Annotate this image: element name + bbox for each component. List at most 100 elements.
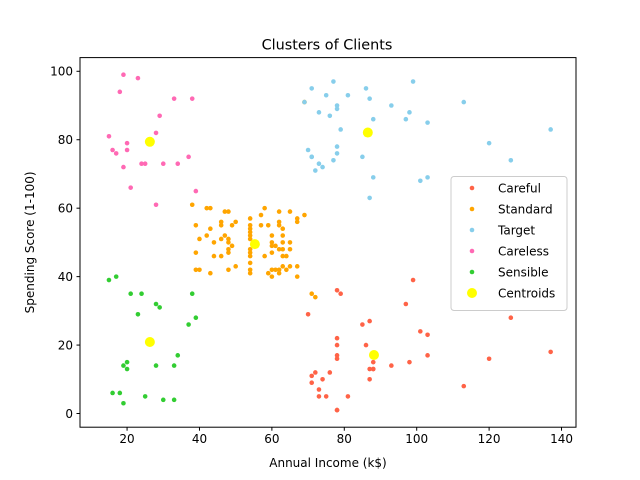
data-point: [128, 291, 133, 297]
data-point: [113, 274, 119, 279]
data-point: [193, 250, 199, 255]
data-point: [334, 103, 340, 108]
legend-label: Careful: [498, 181, 541, 195]
y-tick-label: 80: [58, 133, 73, 147]
data-point: [247, 236, 253, 242]
data-point: [334, 407, 340, 413]
data-point: [363, 86, 369, 91]
data-point: [247, 260, 253, 266]
data-point: [276, 222, 282, 228]
data-point: [367, 366, 372, 372]
data-point: [316, 387, 322, 392]
data-point: [280, 253, 286, 259]
data-point: [153, 202, 159, 208]
data-point: [208, 205, 213, 211]
data-point: [305, 147, 311, 153]
data-point: [247, 233, 253, 238]
data-point: [124, 359, 130, 365]
data-point: [334, 353, 340, 358]
data-point: [425, 353, 430, 358]
data-point: [269, 243, 275, 249]
data-point: [461, 383, 467, 389]
data-point: [121, 164, 126, 170]
data-point: [226, 246, 231, 252]
data-point: [276, 270, 282, 276]
data-point: [309, 291, 315, 297]
data-point: [204, 233, 210, 238]
data-point: [287, 240, 293, 245]
y-tick-label: 20: [58, 338, 73, 352]
centroid-point: [249, 239, 260, 250]
data-point: [193, 222, 199, 228]
x-tick-label: 120: [478, 432, 501, 446]
data-point: [258, 212, 264, 218]
data-point: [218, 236, 224, 242]
data-point: [186, 322, 191, 327]
data-point: [316, 394, 322, 399]
data-point: [287, 246, 293, 252]
x-axis-label: Annual Income (k$): [269, 456, 386, 470]
data-point: [276, 267, 282, 273]
legend-item-sensible: Sensible: [469, 265, 549, 279]
data-point: [367, 318, 372, 324]
data-point: [284, 253, 289, 259]
data-point: [294, 274, 300, 279]
data-point: [273, 243, 278, 249]
data-point: [160, 161, 166, 166]
data-point: [222, 209, 228, 214]
legend-item-target: Target: [469, 223, 535, 237]
plot-marks: [106, 72, 553, 413]
data-point: [305, 311, 311, 317]
data-point: [226, 236, 231, 242]
data-point: [265, 222, 271, 228]
data-point: [153, 363, 159, 368]
data-point: [284, 267, 289, 273]
centroid-point: [362, 127, 373, 138]
legend-label: Centroids: [498, 286, 555, 300]
data-point: [425, 120, 430, 125]
data-point: [247, 267, 253, 273]
data-point: [327, 113, 333, 119]
legend-label: Target: [497, 223, 535, 237]
data-point: [508, 315, 514, 320]
data-point: [226, 250, 231, 255]
data-point: [327, 370, 333, 375]
data-point: [204, 205, 210, 211]
x-tick-label: 140: [550, 432, 573, 446]
data-point: [142, 161, 148, 166]
data-point: [360, 322, 365, 327]
data-point: [128, 185, 133, 190]
legend-item-standard: Standard: [469, 202, 553, 216]
data-point: [461, 99, 467, 105]
x-tick-label: 80: [337, 432, 352, 446]
data-point: [226, 267, 231, 273]
legend-marker: [467, 288, 477, 298]
data-point: [280, 233, 286, 238]
data-point: [334, 342, 340, 348]
data-point: [370, 359, 376, 365]
data-point: [334, 151, 340, 156]
data-point: [157, 113, 162, 119]
data-point: [113, 151, 119, 156]
data-point: [157, 305, 162, 310]
data-point: [171, 96, 177, 101]
data-point: [175, 353, 181, 358]
data-point: [410, 79, 416, 84]
data-point: [269, 233, 275, 238]
data-point: [160, 397, 166, 403]
legend-label: Sensible: [498, 265, 549, 279]
data-point: [171, 363, 177, 368]
data-point: [548, 349, 553, 355]
legend: Careful Standard Target Careless Sensible Cen…: [450, 176, 568, 311]
plot-frame: [79, 57, 577, 428]
series-target: [302, 79, 553, 201]
data-point: [508, 157, 514, 163]
data-point: [197, 236, 202, 242]
data-point: [323, 92, 329, 98]
data-point: [363, 342, 369, 348]
data-point: [247, 216, 253, 221]
data-point: [287, 264, 293, 269]
x-tick-label: 40: [192, 432, 207, 446]
data-point: [233, 264, 238, 269]
